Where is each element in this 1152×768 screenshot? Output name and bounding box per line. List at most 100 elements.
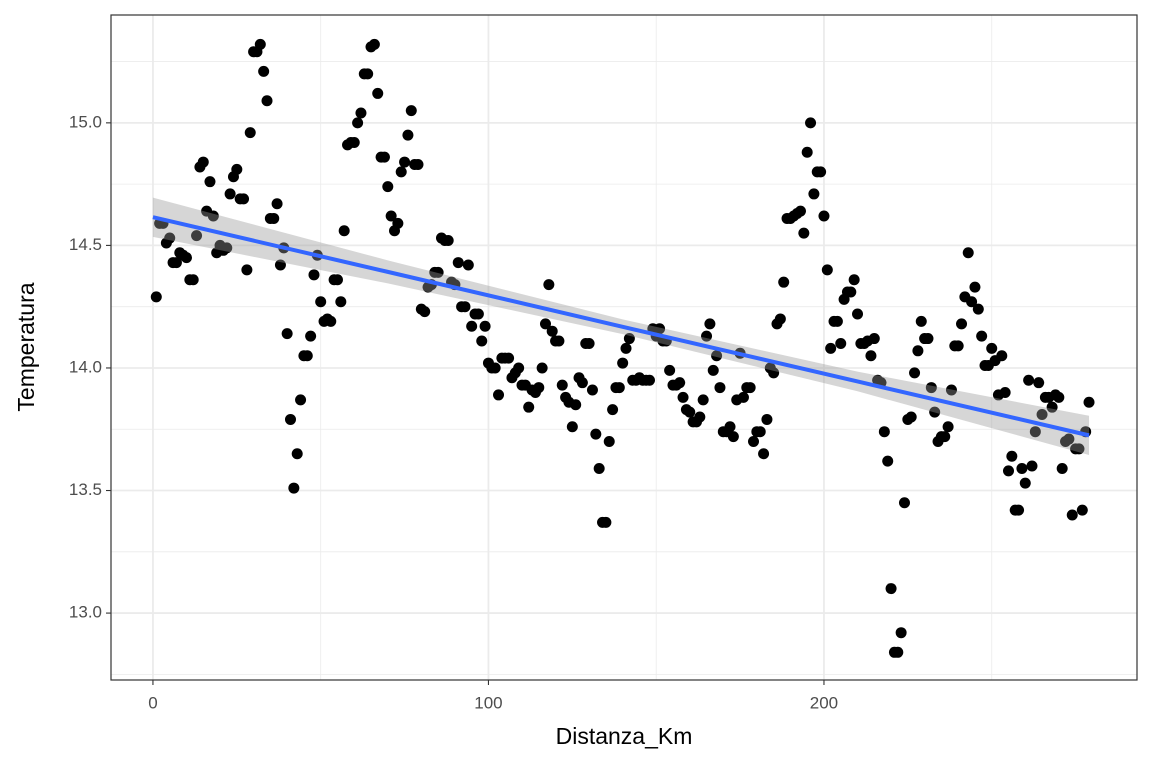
point — [187, 274, 199, 286]
point — [684, 406, 696, 418]
point — [224, 188, 236, 200]
point — [372, 87, 384, 99]
point — [284, 413, 296, 425]
point — [241, 264, 253, 276]
point — [942, 421, 954, 433]
point — [533, 382, 545, 394]
point — [405, 105, 417, 117]
point — [744, 382, 756, 394]
point — [566, 421, 578, 433]
point — [835, 337, 847, 349]
point — [593, 462, 605, 474]
point — [707, 364, 719, 376]
point — [724, 421, 736, 433]
point — [305, 330, 317, 342]
y-tick-label: 14.0 — [69, 357, 102, 376]
point — [825, 342, 837, 354]
point — [969, 281, 981, 293]
point — [1023, 374, 1035, 386]
y-axis-title: Temperatura — [13, 282, 39, 411]
point — [898, 497, 910, 509]
point — [1036, 409, 1048, 421]
point — [664, 364, 676, 376]
x-tick-label: 200 — [810, 693, 838, 712]
point — [845, 286, 857, 298]
point — [972, 303, 984, 315]
point — [419, 306, 431, 318]
point — [1006, 450, 1018, 462]
point — [402, 129, 414, 141]
point — [204, 176, 216, 188]
point — [1013, 504, 1025, 516]
point — [385, 210, 397, 222]
point — [620, 342, 632, 354]
point — [805, 117, 817, 129]
point — [378, 151, 390, 163]
point — [348, 136, 360, 148]
point — [758, 448, 770, 460]
point — [295, 394, 307, 406]
point — [952, 340, 964, 352]
plot-area — [150, 38, 1095, 658]
point — [503, 352, 515, 364]
point — [701, 330, 713, 342]
point — [583, 337, 595, 349]
point — [576, 377, 588, 389]
point — [704, 318, 716, 330]
point — [1073, 443, 1085, 455]
point — [868, 333, 880, 345]
point — [922, 333, 934, 345]
grid — [111, 15, 1137, 680]
point — [748, 436, 760, 448]
point — [912, 345, 924, 357]
point — [268, 212, 280, 224]
point — [180, 252, 192, 264]
point — [815, 166, 827, 178]
point — [315, 296, 327, 308]
y-tick-label: 13.5 — [69, 480, 102, 499]
point — [442, 235, 454, 247]
point — [191, 230, 203, 242]
point — [301, 350, 313, 362]
point — [697, 394, 709, 406]
point — [694, 411, 706, 423]
point — [600, 516, 612, 528]
point — [368, 38, 380, 50]
point — [466, 320, 478, 332]
point — [254, 38, 266, 50]
point — [603, 436, 615, 448]
point — [399, 156, 411, 168]
point — [925, 382, 937, 394]
point — [523, 401, 535, 413]
point — [1063, 433, 1075, 445]
point — [865, 350, 877, 362]
point — [150, 291, 162, 303]
point — [808, 188, 820, 200]
trend-line — [152, 215, 1090, 438]
y-tick-label: 14.5 — [69, 235, 102, 254]
point — [768, 367, 780, 379]
point — [221, 242, 233, 254]
point — [711, 350, 723, 362]
point — [1016, 462, 1028, 474]
point — [392, 217, 404, 229]
point — [737, 391, 749, 403]
point — [238, 193, 250, 205]
point — [831, 315, 843, 327]
point — [489, 362, 501, 374]
x-axis-title: Distanza_Km — [556, 723, 693, 749]
point — [362, 68, 374, 80]
point — [909, 367, 921, 379]
point — [1056, 462, 1068, 474]
point — [539, 318, 551, 330]
point — [986, 342, 998, 354]
point — [288, 482, 300, 494]
point — [999, 386, 1011, 398]
point — [892, 646, 904, 658]
point — [452, 257, 464, 269]
point — [976, 330, 988, 342]
point — [674, 377, 686, 389]
point — [727, 431, 739, 443]
point — [929, 406, 941, 418]
